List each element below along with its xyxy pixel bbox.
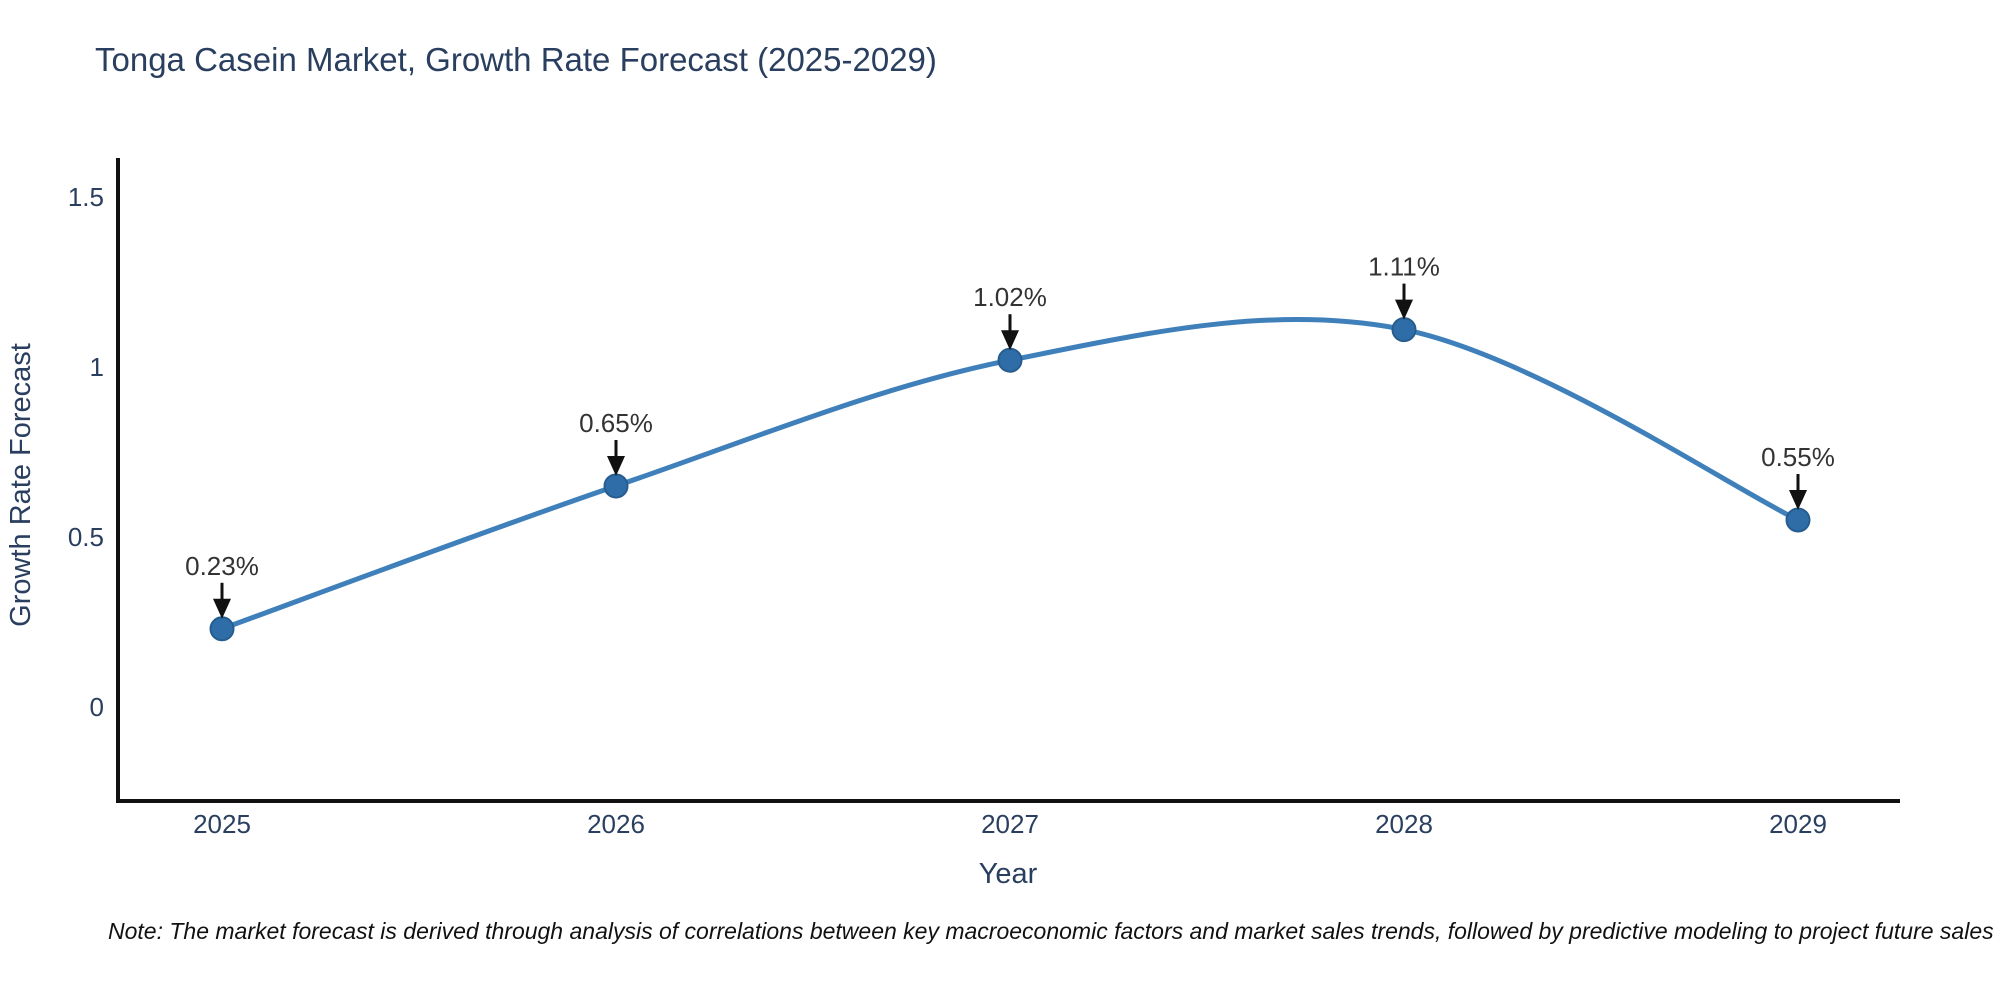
y-tick-label: 0 xyxy=(90,692,104,722)
point-annotation: 1.11% xyxy=(1368,252,1440,320)
data-point-marker xyxy=(603,473,629,499)
chart-title: Tonga Casein Market, Growth Rate Forecas… xyxy=(95,41,937,78)
y-axis-tick-labels: 0 0.5 1 1.5 xyxy=(68,182,104,722)
x-axis-tick-labels: 2025 2026 2027 2028 2029 xyxy=(193,809,1827,839)
annotation-arrow-head xyxy=(607,456,625,476)
point-annotation: 0.55% xyxy=(1761,442,1835,510)
point-annotation: 0.23% xyxy=(185,551,259,619)
data-point-marker xyxy=(997,347,1023,373)
data-point-marker xyxy=(1391,317,1417,343)
footnote: Note: The market forecast is derived thr… xyxy=(108,918,1994,944)
annotation-label: 1.02% xyxy=(973,282,1047,312)
y-axis-title: Growth Rate Forecast xyxy=(5,343,37,627)
x-tick-label: 2027 xyxy=(981,809,1039,839)
point-annotations: 0.23% 0.65% 1.02% 1.11% 0.55% xyxy=(185,252,1835,619)
annotation-arrow-head xyxy=(1001,330,1019,351)
x-axis-title: Year xyxy=(979,858,1038,890)
annotation-label: 0.23% xyxy=(185,551,259,581)
annotation-label: 1.11% xyxy=(1368,252,1440,282)
data-point-marker xyxy=(1785,507,1811,533)
annotation-label: 0.65% xyxy=(579,408,653,438)
data-point-marker xyxy=(209,616,235,642)
annotation-arrow-head xyxy=(213,598,231,619)
growth-rate-series xyxy=(209,316,1811,642)
annotation-arrow-head xyxy=(1395,299,1413,320)
y-tick-label: 1.5 xyxy=(68,182,104,212)
annotation-arrow-head xyxy=(1789,490,1807,510)
y-tick-label: 0.5 xyxy=(68,522,104,552)
point-annotation: 0.65% xyxy=(579,408,653,476)
annotation-label: 0.55% xyxy=(1761,442,1835,472)
y-tick-label: 1 xyxy=(90,352,104,382)
x-tick-label: 2028 xyxy=(1375,809,1433,839)
axis-spines xyxy=(116,158,1900,803)
x-tick-label: 2026 xyxy=(587,809,645,839)
x-tick-label: 2025 xyxy=(193,809,251,839)
point-annotation: 1.02% xyxy=(973,282,1047,351)
x-tick-label: 2029 xyxy=(1769,809,1827,839)
